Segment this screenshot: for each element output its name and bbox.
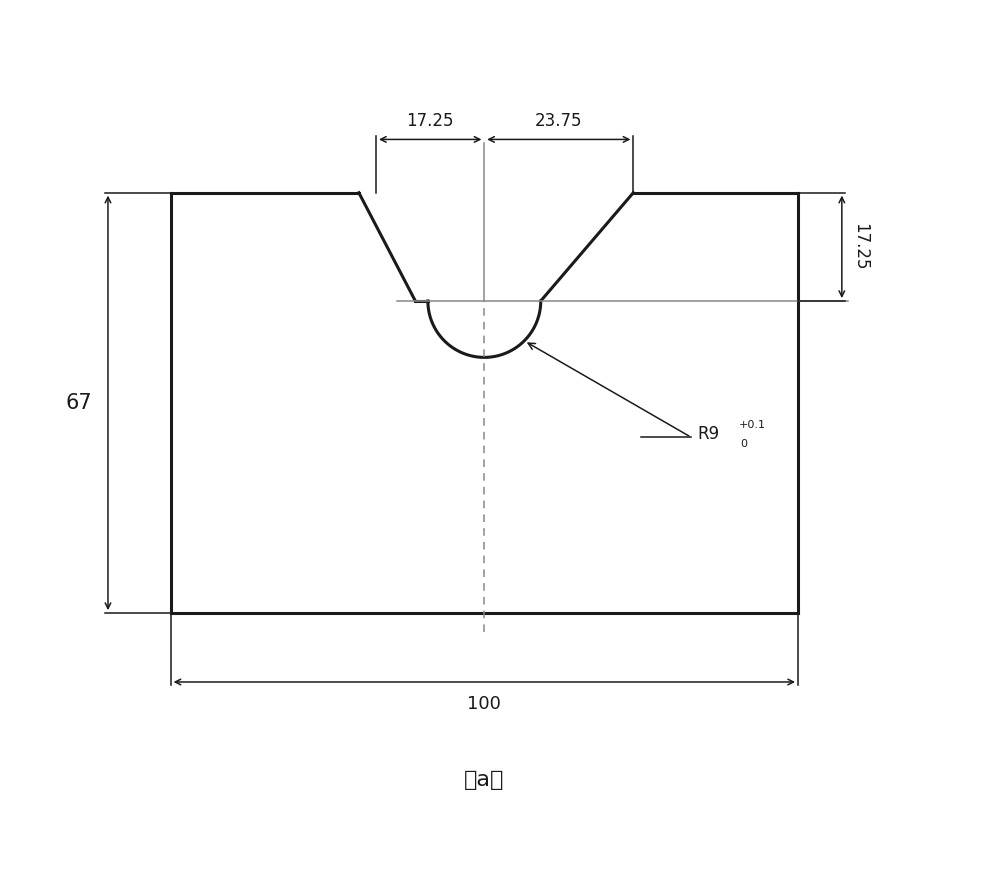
Text: 17.25: 17.25 — [406, 112, 454, 130]
Text: R9: R9 — [698, 426, 720, 443]
Text: +0.1: +0.1 — [738, 420, 765, 430]
Text: 17.25: 17.25 — [851, 223, 869, 270]
Text: 0: 0 — [740, 439, 747, 448]
Text: （a）: （a） — [464, 770, 505, 789]
Text: 23.75: 23.75 — [535, 112, 583, 130]
Text: 67: 67 — [66, 393, 92, 413]
Text: 100: 100 — [467, 694, 501, 713]
